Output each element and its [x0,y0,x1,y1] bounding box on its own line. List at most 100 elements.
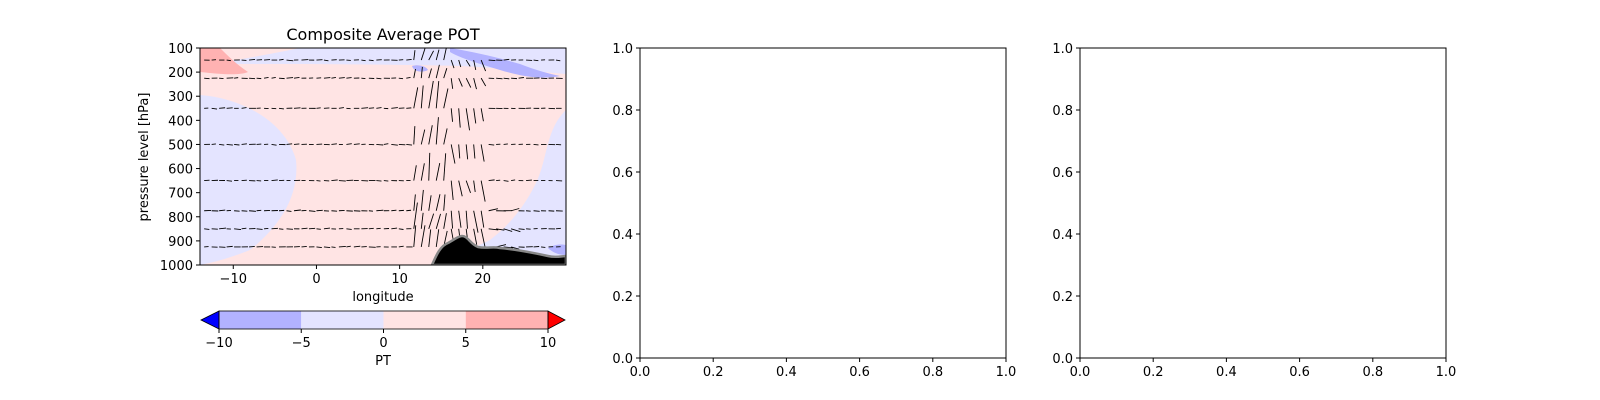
wind-vector [346,245,351,248]
wind-vector [338,107,344,109]
wind-vector [450,108,454,122]
panel-1-title: Composite Average POT [286,25,480,44]
y-tick-label: 0.4 [1052,228,1073,243]
panel-1-yticks: 100 200 300 400 500 600 700 800 900 1000 [160,42,200,274]
wind-vector [241,143,247,145]
x-tick-label: 0.0 [1070,365,1091,380]
wind-vector [226,143,233,146]
wind-vector [496,228,505,231]
wind-vector [480,210,485,228]
colorbar-extend-min [200,310,220,330]
wind-vector [503,180,509,182]
wind-vector [435,117,439,145]
wind-vector [293,143,300,145]
y-tick-label: 800 [168,211,193,226]
y-tick-label: 0.0 [1052,352,1073,367]
wind-vector [473,78,477,90]
wind-vector [286,77,294,79]
y-tick-label: 1.0 [612,42,633,57]
wind-vector [428,50,434,61]
wind-vector [473,228,478,245]
wind-vector [413,194,416,211]
panel-3-frame [1079,47,1447,359]
wind-vector [323,246,331,249]
wind-vector [211,107,218,110]
wind-vector [219,143,225,146]
wind-vector [256,228,263,230]
wind-vector [316,107,321,109]
y-tick-label: 200 [168,66,193,81]
contour-zone-small-cold [412,65,428,72]
wind-vector [503,77,510,80]
colorbar-ticks: −10 −5 0 5 10 [205,329,556,351]
y-tick-label: 1000 [160,259,193,274]
wind-vector [413,126,416,145]
wind-vector [510,246,520,250]
wind-vector [420,48,426,61]
y-tick-label: 600 [168,163,193,178]
wind-vector [338,77,345,79]
y-tick-label: 0.6 [612,166,633,181]
wind-vector [428,229,432,247]
wind-vector [465,77,472,88]
wind-vector [450,210,454,229]
panel-2-yticks: 0.0 0.2 0.4 0.6 0.8 1.0 [612,42,640,367]
wind-vector [480,228,486,249]
wind-vector [286,59,294,62]
wind-vector [278,58,284,61]
wind-vector [503,228,513,232]
y-tick-label: 100 [168,42,193,57]
x-tick-label: 0.4 [776,365,797,380]
wind-vector [435,64,440,79]
wind-vector [241,107,247,109]
wind-vector [540,246,546,248]
wind-vector [465,180,471,194]
wind-vector [488,59,496,62]
wind-vector [510,228,521,233]
wind-vector [376,143,384,146]
panel-3-yticks: 0.0 0.2 0.4 0.6 0.8 1.0 [1052,42,1080,367]
wind-vector [391,143,398,146]
x-tick-label: 0.8 [1362,365,1383,380]
wind-vector [450,180,454,200]
colorbar-tick-label: −10 [205,336,232,351]
contour-zone-upper-left-warm [200,48,248,75]
wind-vector [391,107,398,109]
colorbar-extend-max [547,310,566,330]
wind-vector [435,80,440,109]
wind-vector [286,210,292,212]
wind-vector [428,68,432,79]
wind-vector [301,227,308,230]
y-tick-label: 0.4 [612,228,633,243]
terrain [430,234,566,265]
colorbar-segment [301,311,384,329]
wind-vector [323,59,329,62]
wind-vector [488,143,495,146]
wind-vector [249,210,257,212]
wind-vector [241,227,247,230]
wind-vector [443,153,447,181]
wind-vector [473,108,477,124]
wind-vector [458,210,462,228]
wind-vector [361,59,366,62]
wind-vector [391,227,398,230]
colorbar-tick-label: 0 [379,336,387,351]
y-tick-label: 400 [168,114,193,129]
wind-vector [376,107,382,109]
wind-vector [420,212,424,229]
wind-vector [413,202,418,229]
wind-vector [204,228,210,230]
colorbar-tick-label: 5 [462,336,470,351]
wind-vector [465,144,469,160]
contour-field [200,48,566,265]
wind-vector [435,229,440,247]
wind-vector [443,194,446,211]
wind-vector [376,209,384,212]
wind-vector [480,77,487,87]
wind-vector [271,76,276,79]
wind-vector [413,225,417,247]
colorbar-tick-label: 10 [540,336,557,351]
x-tick-label: 0 [312,272,320,287]
colorbar: −10 −5 0 5 10 PT [200,310,566,369]
wind-vector [458,77,463,87]
